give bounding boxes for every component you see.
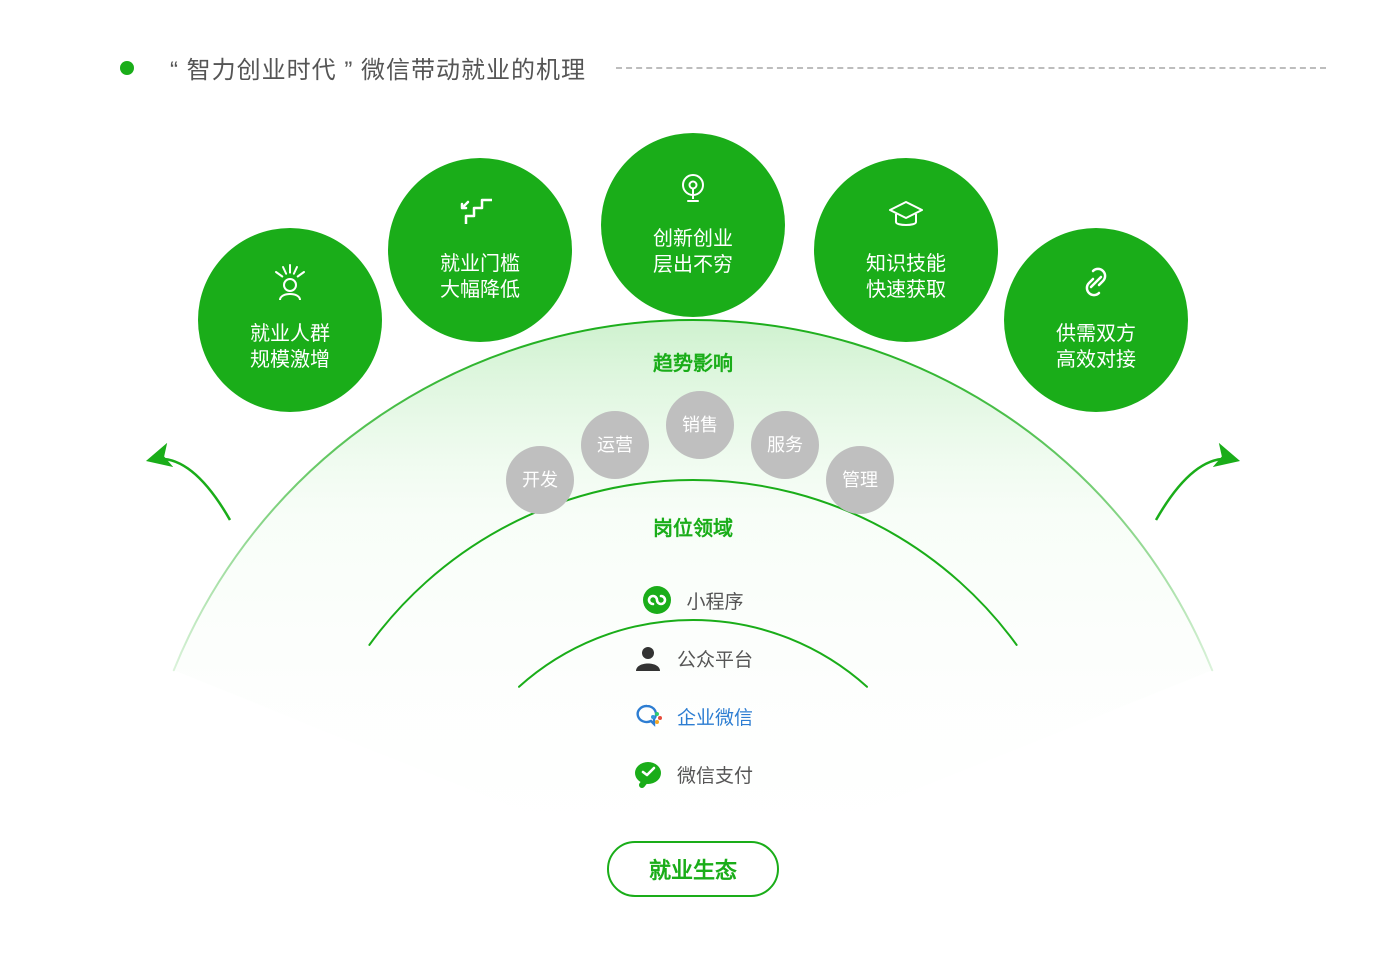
arrow-left xyxy=(150,459,230,520)
trend-line2: 规模激增 xyxy=(250,348,330,371)
trend-line2: 大幅降低 xyxy=(440,278,520,301)
product-label: 小程序 xyxy=(686,587,743,614)
ecosystem-pill-label: 就业生态 xyxy=(649,858,737,883)
product-label: 公众平台 xyxy=(677,645,753,672)
trend-line1: 创新创业 xyxy=(653,227,733,250)
job-circle-4: 管理 xyxy=(826,446,894,514)
trend-circle-3: 知识技能快速获取 xyxy=(814,158,998,342)
trend-line1: 供需双方 xyxy=(1056,322,1136,345)
product-row-0: 小程序 xyxy=(0,585,1386,615)
product-label: 企业微信 xyxy=(677,703,753,730)
product-label: 微信支付 xyxy=(677,761,753,788)
miniprogram-icon xyxy=(642,585,672,615)
trend-line1: 就业门槛 xyxy=(440,252,520,275)
user-bust-icon xyxy=(633,643,663,673)
trend-circle-0: 就业人群规模激增 xyxy=(198,228,382,412)
trend-circle-2: 创新创业层出不穷 xyxy=(601,133,785,317)
section-label-trend: 趋势影响 xyxy=(653,351,733,375)
job-label: 运营 xyxy=(597,435,633,455)
diagram-svg: 就业人群规模激增就业门槛大幅降低创新创业层出不穷知识技能快速获取供需双方高效对接… xyxy=(0,0,1386,975)
infographic-stage: “ 智力创业时代 ” 微信带动就业的机理 就业人群规模激增就业门槛大幅降低创新创… xyxy=(0,0,1386,975)
ecosystem-pill: 就业生态 xyxy=(607,841,779,897)
arrow-right xyxy=(1156,459,1236,520)
job-label: 开发 xyxy=(522,470,558,490)
trend-circle-4: 供需双方高效对接 xyxy=(1004,228,1188,412)
job-label: 服务 xyxy=(767,435,803,455)
trend-line1: 就业人群 xyxy=(250,322,330,345)
wepay-icon xyxy=(633,759,663,789)
product-row-1: 公众平台 xyxy=(0,643,1386,673)
job-label: 管理 xyxy=(842,470,878,490)
trend-circle-1: 就业门槛大幅降低 xyxy=(388,158,572,342)
trend-line2: 高效对接 xyxy=(1056,348,1136,371)
job-circle-3: 服务 xyxy=(751,411,819,479)
trend-line2: 快速获取 xyxy=(866,278,946,301)
section-label-jobs: 岗位领域 xyxy=(653,516,733,540)
job-label: 销售 xyxy=(682,415,718,435)
product-row-2: 企业微信 xyxy=(0,701,1386,731)
job-circle-2: 销售 xyxy=(666,391,734,459)
trend-line2: 层出不穷 xyxy=(653,253,733,276)
wecom-icon xyxy=(633,701,663,731)
trend-line1: 知识技能 xyxy=(866,252,946,275)
job-circle-1: 运营 xyxy=(581,411,649,479)
job-circle-0: 开发 xyxy=(506,446,574,514)
product-row-3: 微信支付 xyxy=(0,759,1386,789)
